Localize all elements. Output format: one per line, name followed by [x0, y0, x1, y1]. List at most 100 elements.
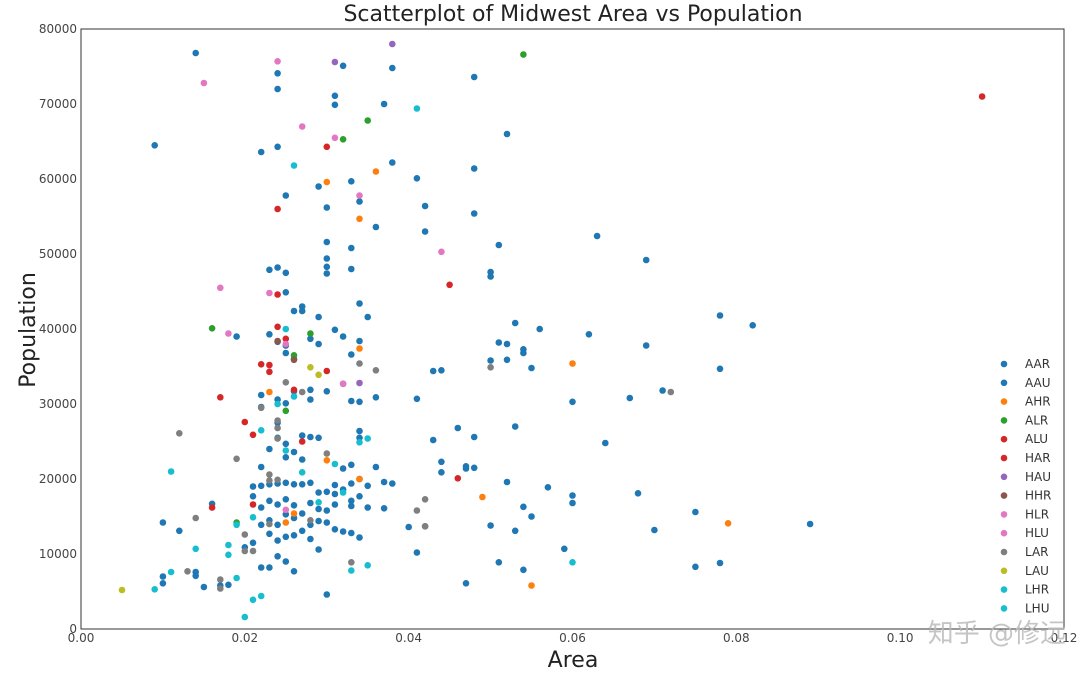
data-point-aau: [315, 313, 322, 321]
data-point-alu: [446, 281, 453, 289]
data-point-alu: [282, 335, 290, 343]
data-point-lhu: [249, 596, 257, 604]
data-point-aau: [282, 440, 290, 448]
data-point-alu: [298, 438, 306, 445]
data-point-lhu: [233, 574, 240, 582]
data-point-ahr: [356, 475, 363, 483]
legend-marker-hau: [1000, 473, 1008, 481]
data-point-aau: [323, 488, 331, 496]
data-point-alu: [249, 501, 257, 508]
data-point-lar: [274, 476, 281, 484]
data-point-aau: [692, 563, 699, 571]
data-point-aau: [323, 255, 331, 262]
data-point-lhu: [257, 427, 265, 434]
data-point-aau: [298, 432, 306, 439]
data-point-aau: [290, 532, 298, 539]
data-point-lar: [421, 496, 429, 503]
data-point-aau: [348, 351, 355, 358]
data-point-aau: [487, 273, 494, 280]
data-point-alu: [274, 323, 281, 331]
data-point-aau: [372, 463, 380, 471]
data-point-aau: [569, 492, 576, 499]
legend-label-hlu: HLU: [1025, 526, 1049, 540]
legend-label-aau: AAU: [1025, 376, 1051, 390]
data-point-aau: [266, 564, 273, 571]
data-point-aau: [438, 458, 445, 466]
data-point-aau: [257, 504, 265, 511]
x-tick-label: 0.00: [68, 631, 95, 645]
legend-label-ahr: AHR: [1025, 395, 1051, 409]
data-point-aau: [520, 503, 527, 511]
data-point-hhr: [290, 356, 298, 364]
data-point-aau: [266, 445, 273, 453]
data-point-aau: [249, 493, 257, 500]
data-point-aau: [438, 367, 445, 374]
data-point-aau: [298, 527, 306, 535]
data-point-aau: [602, 439, 609, 447]
data-point-aau: [290, 568, 298, 575]
data-point-lar: [323, 450, 331, 457]
y-axis-ticks: 0 10000 20000 30000 40000 50000 60000 70000 8000…: [39, 22, 77, 636]
data-point-alu: [290, 386, 298, 394]
data-point-lhu: [225, 541, 232, 549]
data-point-alu: [454, 475, 462, 482]
data-point-lau: [118, 586, 126, 594]
data-point-aau: [372, 394, 380, 401]
data-point-aau: [315, 489, 322, 496]
data-point-aau: [176, 527, 183, 535]
data-point-aau: [323, 519, 331, 526]
data-point-lar: [274, 435, 281, 442]
data-point-ahr: [479, 493, 486, 501]
data-point-hlr: [217, 284, 224, 292]
data-point-hlr: [225, 330, 232, 337]
data-point-aau: [348, 461, 355, 469]
x-tick-label: 0.12: [1051, 631, 1078, 645]
data-point-aau: [511, 527, 519, 535]
data-point-aau: [257, 148, 265, 156]
data-point-lar: [307, 517, 314, 524]
data-point-aau: [356, 534, 363, 541]
data-point-lar: [274, 424, 281, 432]
data-point-aau: [470, 210, 478, 217]
legend-label-alu: ALU: [1025, 432, 1048, 446]
data-point-aau: [642, 342, 650, 349]
legend-marker-aau: [1000, 379, 1008, 387]
data-point-hau: [389, 40, 396, 48]
data-point-aau: [331, 526, 339, 533]
data-point-aau: [339, 62, 347, 70]
x-axis-ticks: 0.00 0.02 0.04 0.06 0.08 0.10 0.12: [68, 631, 1078, 645]
data-point-lhu: [274, 400, 281, 408]
data-point-lau: [315, 371, 322, 379]
data-point-lhu: [315, 499, 322, 506]
data-point-aau: [413, 175, 421, 182]
data-point-ahr: [372, 168, 380, 175]
data-point-lhu: [249, 514, 257, 521]
data-point-lhu: [167, 468, 175, 475]
data-point-lar: [192, 514, 199, 522]
data-point-aau: [192, 49, 199, 57]
data-point-aau: [266, 266, 273, 274]
data-point-aau: [282, 269, 290, 277]
data-point-aau: [282, 533, 290, 541]
data-point-aau: [495, 339, 503, 346]
data-point-aau: [806, 520, 814, 528]
data-point-aau: [298, 456, 306, 463]
data-point-hlr: [200, 79, 208, 87]
y-axis-label: Population: [16, 272, 41, 388]
chart-title: Scatterplot of Midwest Area vs Populatio…: [343, 2, 802, 27]
legend-label-hau: HAU: [1025, 470, 1051, 484]
data-point-alr: [282, 407, 290, 415]
data-point-aau: [462, 465, 470, 472]
data-point-lhu: [167, 568, 175, 576]
data-point-aau: [651, 526, 658, 534]
data-point-aau: [298, 481, 306, 488]
data-point-aau: [593, 232, 601, 240]
y-tick-label: 0: [69, 622, 77, 636]
data-point-aau: [389, 64, 396, 72]
data-point-aau: [356, 300, 363, 307]
data-point-lar: [282, 379, 290, 386]
data-point-lhu: [413, 105, 421, 112]
data-point-alr: [364, 117, 372, 124]
data-point-aau: [544, 484, 552, 491]
data-point-aau: [315, 340, 322, 348]
